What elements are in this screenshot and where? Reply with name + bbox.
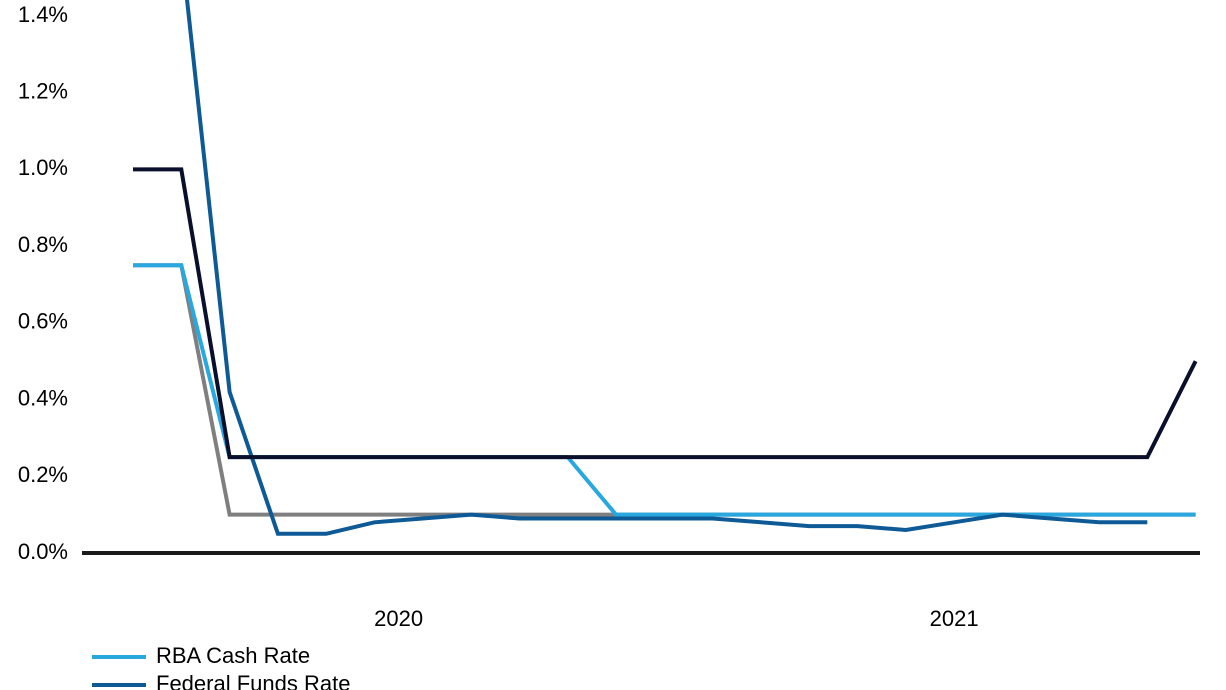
y-tick-label: 0.0% (18, 539, 68, 564)
y-tick-label: 1.0% (18, 155, 68, 180)
y-tick-label: 1.4% (18, 2, 68, 27)
plot-area (133, 0, 1198, 536)
series-line (133, 263, 1196, 517)
series-line (133, 167, 1198, 460)
series-line (133, 263, 1196, 517)
y-tick-label: 0.8% (18, 232, 68, 257)
y-tick-label: 0.6% (18, 309, 68, 334)
x-group-label: 2021 (930, 606, 979, 631)
y-tick-label: 0.4% (18, 385, 68, 410)
legend-label: Federal Funds Rate (156, 671, 350, 690)
series-line (185, 0, 1148, 536)
x-group-label: 2020 (374, 606, 423, 631)
legend-label: RBA Cash Rate (156, 643, 310, 668)
y-tick-label: 1.2% (18, 79, 68, 104)
y-tick-label: 0.2% (18, 462, 68, 487)
